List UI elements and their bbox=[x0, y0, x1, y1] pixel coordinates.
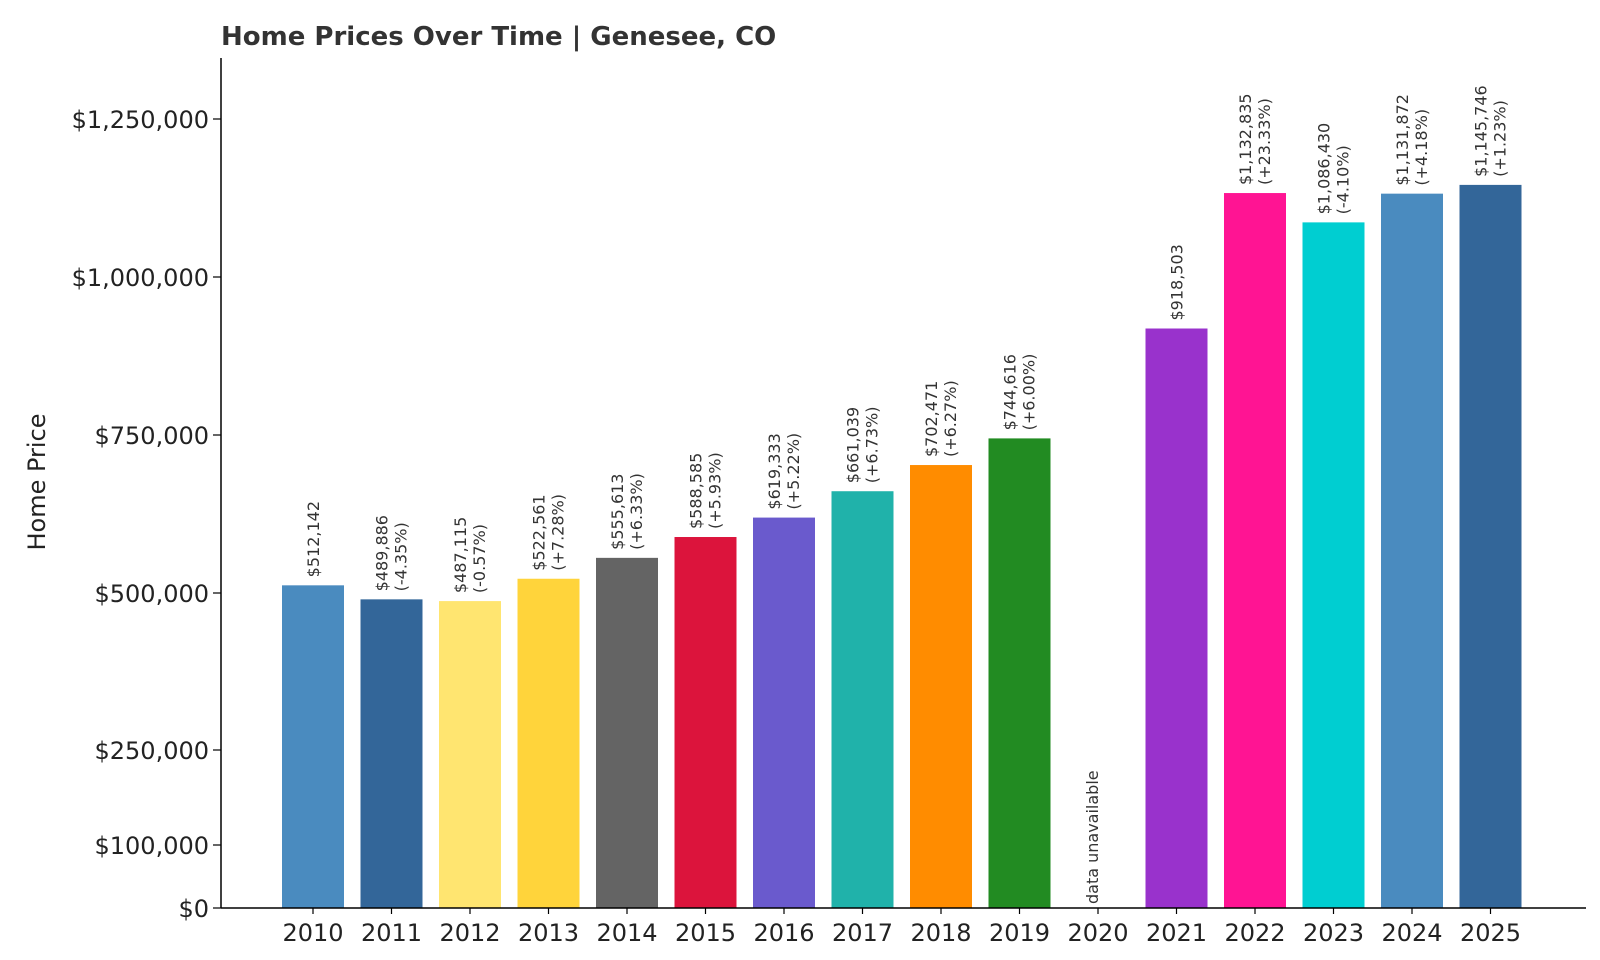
change-label: (+6.33%) bbox=[627, 473, 646, 550]
bar-2024 bbox=[1381, 193, 1443, 909]
value-label: $1,131,872 bbox=[1393, 94, 1412, 186]
y-tick-label: $0 bbox=[178, 895, 209, 923]
change-label: (+7.28%) bbox=[549, 494, 568, 571]
data-label-group: $1,131,872 (+4.18%) bbox=[1393, 94, 1431, 186]
data-label-group: $1,132,835 (+23.33%) bbox=[1236, 93, 1274, 185]
data-label-group: $1,145,746 (+1.23%) bbox=[1472, 85, 1510, 177]
change-label: (+23.33%) bbox=[1255, 98, 1274, 185]
x-tick-label: 2013 bbox=[518, 919, 579, 947]
data-label-group: $744,616 (+6.00%) bbox=[1001, 354, 1039, 431]
x-tick-label: 2015 bbox=[675, 919, 736, 947]
data-label-group: $487,115 (-0.57%) bbox=[451, 517, 489, 593]
bar-2019 bbox=[988, 438, 1051, 908]
value-label: $555,613 bbox=[608, 474, 627, 550]
change-label: (-4.35%) bbox=[392, 522, 411, 591]
bar-2010 bbox=[282, 585, 344, 908]
bar-2018 bbox=[910, 465, 972, 908]
bar-2022 bbox=[1224, 193, 1286, 908]
value-label: $661,039 bbox=[844, 407, 863, 483]
data-label-group: $489,886 (-4.35%) bbox=[373, 515, 411, 591]
y-tick-label: $750,000 bbox=[94, 422, 209, 450]
change-label: (+6.73%) bbox=[863, 407, 882, 484]
value-label: $1,132,835 bbox=[1236, 93, 1255, 185]
bar-2014 bbox=[596, 557, 658, 908]
bar-2013 bbox=[517, 578, 580, 908]
data-label-group: $522,561 (+7.28%) bbox=[530, 494, 568, 571]
x-tick-label: 2023 bbox=[1303, 919, 1364, 947]
bar-2021 bbox=[1145, 328, 1208, 908]
x-tick-label: 2018 bbox=[910, 919, 971, 947]
y-tick-label: $250,000 bbox=[94, 737, 209, 765]
unavailable-label-group: data unavailable bbox=[1083, 770, 1102, 904]
bar-2016 bbox=[753, 517, 815, 908]
x-tick-label: 2016 bbox=[753, 919, 814, 947]
value-label: $1,086,430 bbox=[1315, 123, 1334, 215]
chart-title: Home Prices Over Time | Genesee, CO bbox=[221, 22, 776, 52]
value-label: $744,616 bbox=[1001, 354, 1020, 430]
data-label-group: $512,142 bbox=[304, 501, 323, 577]
change-label: (+4.18%) bbox=[1412, 109, 1431, 186]
x-tick-label: 2022 bbox=[1224, 919, 1285, 947]
change-label: (+5.93%) bbox=[706, 452, 725, 529]
bar-2025 bbox=[1459, 184, 1522, 908]
bar-2015 bbox=[674, 537, 737, 908]
change-label: (+1.23%) bbox=[1491, 100, 1510, 177]
change-label: (-0.57%) bbox=[470, 524, 489, 593]
data-label-group: $619,333 (+5.22%) bbox=[765, 433, 803, 510]
y-tick-label: $1,250,000 bbox=[72, 106, 209, 134]
y-axis: $0 $100,000 $250,000 $500,000 $750,000 $1,000… bbox=[72, 58, 222, 923]
data-label-group: $588,585 (+5.93%) bbox=[687, 452, 725, 529]
value-label: $588,585 bbox=[687, 453, 706, 529]
data-label-group: $918,503 bbox=[1168, 244, 1187, 320]
x-tick-label: 2014 bbox=[596, 919, 657, 947]
x-tick-label: 2011 bbox=[361, 919, 422, 947]
x-axis: 2010 2011 2012 2013 2014 2015 2016 2017 2018 2019… bbox=[221, 907, 1586, 947]
y-tick-label: $100,000 bbox=[94, 832, 209, 860]
value-label: $487,115 bbox=[451, 517, 470, 593]
y-tick-label: $1,000,000 bbox=[72, 264, 209, 292]
bar-2017 bbox=[831, 491, 894, 908]
y-tick-label: $500,000 bbox=[94, 580, 209, 608]
bars: $512,142 $489,886 (-4.35%) $487,115 (-0.57%)… bbox=[282, 85, 1522, 909]
x-tick-label: 2017 bbox=[832, 919, 893, 947]
value-label: $1,145,746 bbox=[1472, 85, 1491, 177]
change-label: (+6.00%) bbox=[1020, 354, 1039, 431]
x-tick-label: 2021 bbox=[1146, 919, 1207, 947]
value-label: $512,142 bbox=[304, 501, 323, 577]
data-unavailable-label: data unavailable bbox=[1083, 770, 1102, 904]
x-tick-label: 2012 bbox=[439, 919, 500, 947]
bar-2023 bbox=[1302, 222, 1365, 909]
data-label-group: $661,039 (+6.73%) bbox=[844, 407, 882, 484]
data-label-group: $702,471 (+6.27%) bbox=[922, 380, 960, 457]
value-label: $918,503 bbox=[1168, 244, 1187, 320]
bar-2011 bbox=[360, 599, 423, 908]
data-label-group: $555,613 (+6.33%) bbox=[608, 473, 646, 550]
value-label: $619,333 bbox=[765, 433, 784, 509]
x-tick-label: 2019 bbox=[989, 919, 1050, 947]
x-tick-label: 2025 bbox=[1460, 919, 1521, 947]
value-label: $522,561 bbox=[530, 494, 549, 570]
bar-2012 bbox=[439, 601, 501, 908]
x-tick-label: 2010 bbox=[282, 919, 343, 947]
change-label: (-4.10%) bbox=[1334, 145, 1353, 214]
change-label: (+6.27%) bbox=[941, 380, 960, 457]
data-label-group: $1,086,430 (-4.10%) bbox=[1315, 123, 1353, 215]
y-axis-label: Home Price bbox=[23, 413, 51, 550]
x-tick-label: 2020 bbox=[1067, 919, 1128, 947]
change-label: (+5.22%) bbox=[784, 433, 803, 510]
value-label: $489,886 bbox=[373, 515, 392, 591]
x-tick-label: 2024 bbox=[1381, 919, 1442, 947]
value-label: $702,471 bbox=[922, 381, 941, 457]
